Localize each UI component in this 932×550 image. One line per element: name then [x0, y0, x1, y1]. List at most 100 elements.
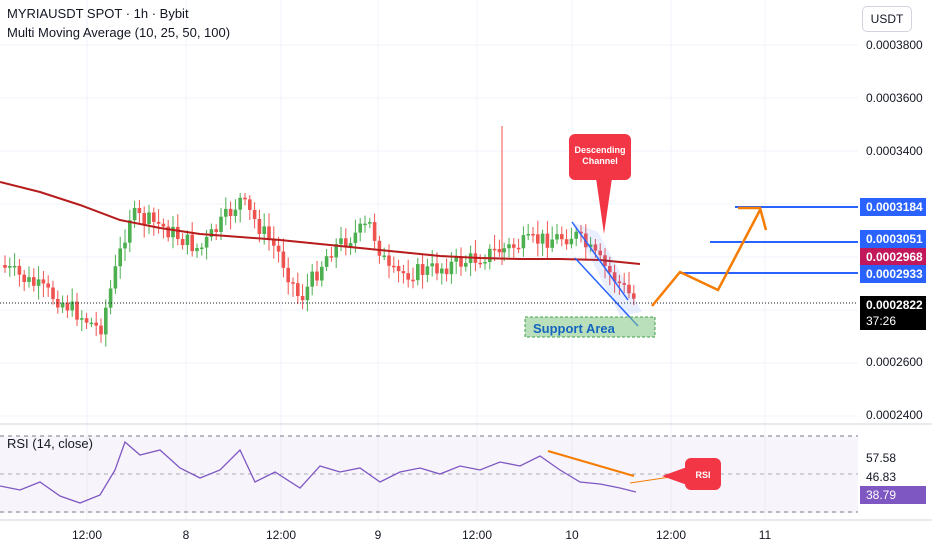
candle-body — [420, 264, 425, 275]
candle-body — [454, 256, 458, 262]
time-label: 10 — [565, 528, 579, 542]
time-label: 12:00 — [71, 528, 103, 542]
candle-body — [339, 238, 343, 245]
candle-body — [416, 264, 420, 281]
candle-body — [574, 231, 578, 239]
channel-callout: Descending Channel — [569, 134, 631, 234]
candle-body — [233, 209, 238, 217]
candle-body — [267, 226, 271, 240]
rsi-callout: RSI — [662, 458, 721, 490]
candle-body — [526, 234, 530, 236]
candle-body — [372, 222, 377, 241]
candle-body — [358, 223, 362, 233]
candle-body — [598, 250, 602, 256]
candle-body — [204, 236, 209, 248]
candle-body — [75, 301, 79, 320]
candle-body — [142, 213, 146, 225]
candle-body — [176, 226, 180, 240]
candle-body — [622, 283, 626, 285]
candle-body — [377, 240, 382, 256]
candle-body — [104, 307, 108, 335]
candle-body — [411, 279, 415, 282]
level-tag-1: 0.0003184 — [860, 198, 926, 216]
time-label: 12:00 — [461, 528, 493, 542]
candle-body — [320, 266, 324, 281]
candle-body — [382, 255, 386, 258]
candle-body — [108, 288, 113, 308]
candle-body — [46, 283, 50, 288]
level-tag-2: 0.0003051 — [860, 230, 926, 248]
time-label: 8 — [182, 528, 190, 542]
descending-channel — [571, 221, 642, 327]
candle-body — [3, 265, 7, 268]
candle-body — [612, 272, 617, 282]
candle-body — [449, 261, 454, 275]
candle-body — [440, 268, 444, 274]
rsi-line — [0, 440, 637, 504]
channel-callout-line2: Channel — [582, 156, 618, 166]
candle-body — [368, 222, 372, 224]
candle-body — [387, 255, 391, 266]
candle-body — [286, 267, 290, 283]
candle-body — [488, 248, 492, 262]
candle-body — [608, 266, 612, 273]
time-label: 12:00 — [655, 528, 687, 542]
currency-button[interactable]: USDT — [862, 6, 912, 32]
candle-body — [579, 231, 583, 234]
candle-body — [80, 318, 84, 320]
candle-body — [560, 234, 564, 240]
indicator-title[interactable]: Multi Moving Average (10, 25, 50, 100) — [7, 25, 231, 40]
candle-body — [195, 248, 199, 252]
candle-body — [502, 248, 506, 253]
candle-body — [588, 244, 593, 248]
candle-body — [99, 325, 103, 335]
candle-body — [521, 235, 526, 249]
candle-body — [464, 263, 468, 267]
support-area-box — [524, 316, 656, 338]
rsi-level-label: 46.83 — [860, 468, 926, 486]
candle-body — [483, 261, 487, 264]
candle-body — [512, 244, 516, 248]
candle-body — [300, 296, 305, 301]
rsi-title[interactable]: RSI (14, close) — [7, 436, 93, 451]
candle-body — [262, 226, 266, 234]
rsi-value-tag: 38.79 — [860, 486, 926, 504]
price-label: 0.0003800 — [866, 38, 923, 52]
projection-arrow — [651, 206, 768, 307]
candle-body — [536, 234, 540, 244]
time-label: 9 — [374, 528, 382, 542]
candle-body — [65, 302, 70, 311]
candle-body — [492, 248, 497, 251]
candle-body — [22, 274, 26, 282]
candle-body — [531, 234, 535, 236]
candle-body — [32, 277, 36, 286]
candle-body — [276, 245, 281, 252]
candle-body — [156, 221, 161, 224]
candle-body — [324, 256, 329, 267]
candle-body — [617, 281, 622, 284]
candle-body — [272, 239, 276, 246]
rsi-level-label: 57.58 — [860, 449, 926, 467]
candle-body — [17, 265, 22, 275]
candle-body — [329, 256, 334, 258]
price-label: 0.0002400 — [866, 408, 923, 422]
candle-body — [252, 209, 257, 219]
candle-body — [161, 223, 166, 227]
candle-body — [296, 283, 300, 297]
price-label: 0.0003400 — [866, 144, 923, 158]
candle-body — [435, 263, 439, 274]
level-tag-3: 0.0002933 — [860, 265, 926, 283]
candle-body — [123, 242, 127, 249]
candle-body — [593, 244, 598, 251]
ma-value-tag: 0.0002968 — [860, 248, 926, 266]
candle-body — [209, 229, 214, 237]
candle-body — [118, 248, 122, 267]
symbol-title: MYRIAUSDT SPOT · 1h · Bybit — [7, 6, 189, 21]
candle-body — [147, 212, 151, 225]
candle-body — [70, 301, 74, 311]
candle-body — [132, 207, 137, 221]
candle-body — [60, 302, 65, 308]
candle-body — [166, 226, 170, 238]
time-label: 12:00 — [265, 528, 297, 542]
